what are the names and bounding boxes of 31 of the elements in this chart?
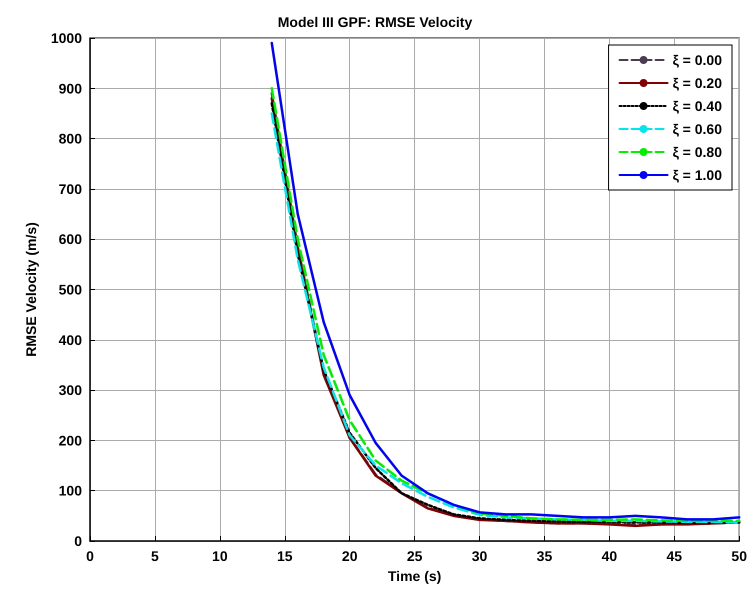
x-tick-label: 50 — [731, 548, 748, 564]
y-tick-label: 500 — [58, 282, 82, 298]
y-tick-label: 700 — [58, 180, 82, 197]
x-tick-label: 15 — [276, 548, 293, 564]
x-tick-label: 40 — [602, 548, 618, 564]
x-axis-title: Time (s) — [388, 568, 442, 584]
y-tick-label: 600 — [58, 231, 82, 248]
x-tick-label: 20 — [342, 548, 358, 564]
y-tick-label: 1000 — [50, 30, 82, 46]
legend-label: ξ = 0.40 — [672, 98, 722, 114]
chart-title: Model III GPF: RMSE Velocity — [278, 14, 472, 30]
y-tick-label: 300 — [58, 382, 82, 398]
x-tick-label: 45 — [666, 548, 682, 564]
y-tick-label: 200 — [58, 432, 82, 448]
y-tick-label: 800 — [58, 130, 82, 147]
x-tick-label: 5 — [151, 548, 160, 564]
legend-label: ξ = 0.80 — [672, 144, 722, 160]
legend-label: ξ = 0.60 — [672, 121, 722, 137]
x-tick-label: 30 — [472, 548, 488, 564]
x-tick-label: 0 — [86, 548, 94, 564]
y-tick-label: 400 — [58, 332, 82, 348]
y-tick-label: 100 — [58, 482, 82, 499]
legend-label: ξ = 1.00 — [672, 167, 722, 183]
y-tick-label: 900 — [58, 80, 82, 96]
x-tick-label: 10 — [212, 548, 228, 564]
y-axis-title: RMSE Velocity (m/s) — [23, 222, 39, 357]
y-tick-label: 0 — [74, 533, 82, 549]
x-tick-label: 35 — [536, 548, 552, 564]
legend-label: ξ = 0.20 — [672, 75, 722, 91]
legend-label: ξ = 0.00 — [672, 52, 722, 68]
x-tick-label: 25 — [406, 548, 423, 564]
